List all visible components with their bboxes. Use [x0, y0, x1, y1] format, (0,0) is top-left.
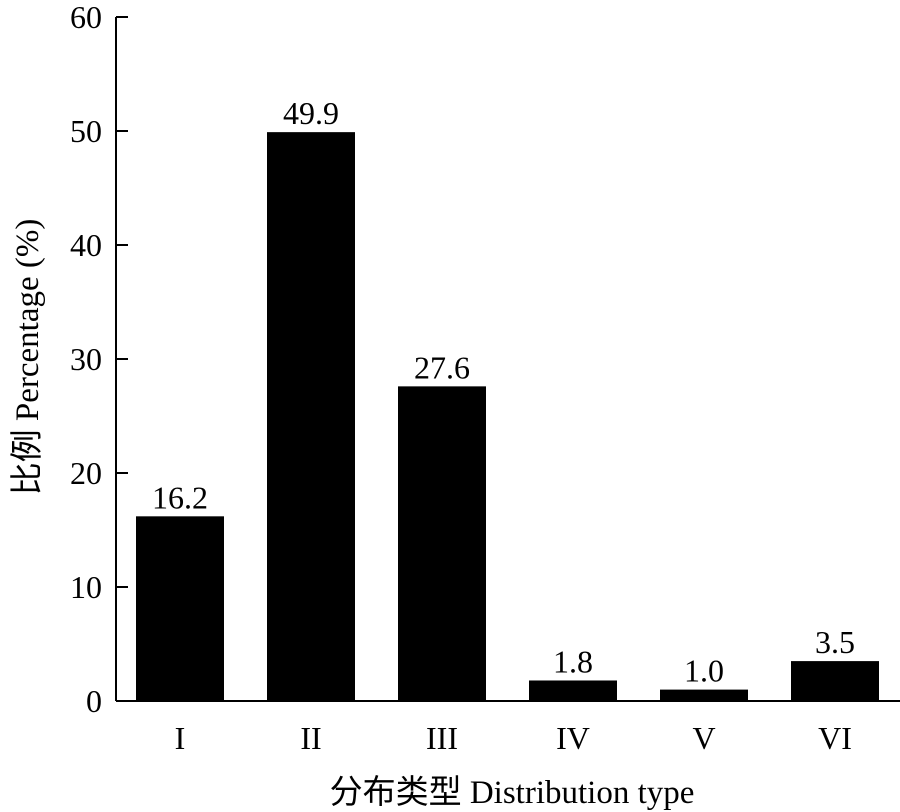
data-label-i: 16.2 — [152, 479, 208, 515]
y-tick-label-0: 0 — [86, 683, 102, 719]
x-axis: I II III IV V VI — [116, 700, 900, 756]
x-tick-label-v: V — [692, 720, 715, 756]
bar-iv — [529, 680, 617, 701]
bars-group — [136, 132, 879, 701]
y-tick-label-10: 10 — [70, 569, 102, 605]
x-tick-label-ii: II — [300, 720, 321, 756]
bar-iii — [398, 386, 486, 701]
x-tick-label-vi: VI — [818, 720, 852, 756]
data-label-iv: 1.8 — [553, 643, 593, 679]
x-tick-label-i: I — [175, 720, 186, 756]
data-label-ii: 49.9 — [283, 95, 339, 131]
y-tick-label-30: 30 — [70, 341, 102, 377]
bar-i — [136, 516, 224, 701]
y-tick-label-60: 60 — [70, 0, 102, 35]
x-tick-label-iv: IV — [556, 720, 590, 756]
y-tick-label-20: 20 — [70, 455, 102, 491]
y-tick-label-50: 50 — [70, 113, 102, 149]
data-label-v: 1.0 — [684, 653, 724, 689]
bar-vi — [791, 661, 879, 701]
x-tick-label-iii: III — [426, 720, 458, 756]
data-label-vi: 3.5 — [815, 624, 855, 660]
bar-v — [660, 689, 748, 701]
y-axis-title: 比例 Percentage (%) — [9, 219, 46, 496]
y-axis: 0 10 20 30 40 50 60 — [70, 0, 128, 719]
y-tick-label-40: 40 — [70, 227, 102, 263]
bar-ii — [267, 132, 355, 701]
x-axis-title: 分布类型 Distribution type — [330, 774, 695, 811]
data-labels-group: 16.2 49.9 27.6 1.8 1.0 3.5 — [152, 95, 855, 688]
data-label-iii: 27.6 — [414, 349, 470, 385]
